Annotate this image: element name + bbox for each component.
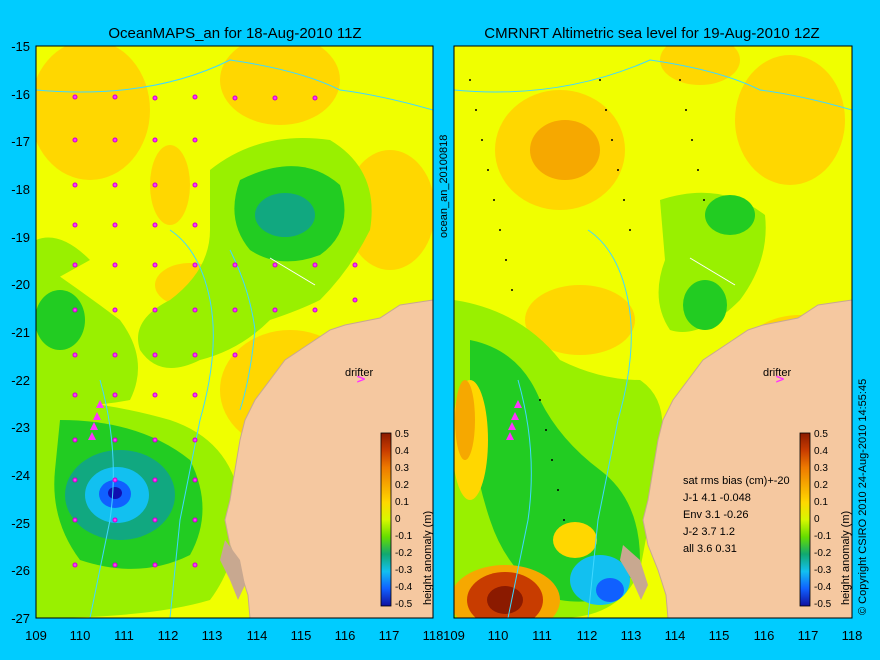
y-tick-9: -24 — [11, 468, 30, 483]
y-tick-4: -19 — [11, 230, 30, 245]
satellite-track-dots — [469, 79, 705, 521]
y-tick-0: -15 — [11, 39, 30, 54]
left-cb-tick-10: -0.5 — [395, 599, 413, 610]
stats-row-2: J-2 3.7 1.2 — [683, 526, 735, 538]
left-cb-tick-9: -0.4 — [395, 582, 413, 593]
right-cb-tick-8: -0.3 — [814, 565, 832, 576]
left-cb-tick-2: 0.3 — [395, 463, 409, 474]
stats-title: sat rms bias (cm)+-20 — [683, 475, 790, 487]
stats-row-0: J-1 4.1 -0.048 — [683, 492, 751, 504]
y-tick-1: -16 — [11, 87, 30, 102]
y-tick-7: -22 — [11, 373, 30, 388]
xr-tick-4: 113 — [621, 628, 642, 643]
left-colorbar-label: height anomaly (m) — [422, 511, 434, 605]
left-panel-title: OceanMAPS_an for 18-Aug-2010 11Z — [108, 25, 361, 42]
xl-tick-8: 117 — [379, 628, 400, 643]
left-cb-tick-4: 0.1 — [395, 497, 409, 508]
xl-tick-4: 113 — [202, 628, 223, 643]
xr-tick-0: 109 — [443, 628, 465, 643]
copyright-text: © Copyright CSIRO 2010 24-Aug-2010 14:55… — [857, 379, 869, 615]
right-cb-tick-10: -0.5 — [814, 599, 832, 610]
y-tick-6: -21 — [11, 325, 30, 340]
right-colorbar — [799, 432, 811, 607]
right-cb-tick-2: 0.3 — [814, 463, 828, 474]
xr-tick-7: 116 — [754, 628, 775, 643]
left-cb-tick-6: -0.1 — [395, 531, 413, 542]
left-colorbar-ticks: 0.5 0.4 0.3 0.2 0.1 0 -0.1 -0.2 -0.3 -0.… — [395, 429, 413, 610]
xr-tick-2: 111 — [532, 628, 552, 643]
right-map — [454, 46, 852, 618]
y-tick-2: -17 — [11, 134, 30, 149]
right-colorbar-ticks: 0.5 0.4 0.3 0.2 0.1 0 -0.1 -0.2 -0.3 -0.… — [814, 429, 832, 610]
left-drifter-arrow: > — [356, 372, 366, 386]
right-cb-tick-3: 0.2 — [814, 480, 828, 491]
left-cb-tick-8: -0.3 — [395, 565, 413, 576]
drifter-markers-right — [506, 400, 522, 440]
left-cb-tick-0: 0.5 — [395, 429, 409, 440]
y-tick-12: -27 — [11, 611, 30, 626]
right-cb-tick-6: -0.1 — [814, 531, 832, 542]
right-cb-tick-0: 0.5 — [814, 429, 828, 440]
y-tick-10: -25 — [11, 516, 30, 531]
xr-tick-1: 110 — [488, 628, 509, 643]
right-x-axis: 109 110 111 112 113 114 115 116 117 118 — [443, 628, 862, 643]
xl-tick-2: 111 — [114, 628, 134, 643]
left-map — [36, 46, 433, 618]
left-y-axis: -15 -16 -17 -18 -19 -20 -21 -22 -23 -24 … — [11, 39, 30, 626]
left-colorbar — [380, 432, 392, 607]
right-drifter-label: drifter — [763, 367, 791, 379]
xr-tick-6: 115 — [709, 628, 730, 643]
right-map-frame — [453, 45, 853, 619]
xl-tick-0: 109 — [25, 628, 47, 643]
left-drifter-label: drifter — [345, 367, 373, 379]
xl-tick-5: 114 — [247, 628, 268, 643]
xr-tick-8: 117 — [798, 628, 819, 643]
left-cb-tick-7: -0.2 — [395, 548, 413, 559]
right-panel-title: CMRNRT Altimetric sea level for 19-Aug-2… — [484, 25, 819, 42]
right-cb-tick-4: 0.1 — [814, 497, 828, 508]
y-tick-11: -26 — [11, 563, 30, 578]
right-cb-tick-1: 0.4 — [814, 446, 828, 457]
y-tick-3: -18 — [11, 182, 30, 197]
xr-tick-5: 114 — [665, 628, 686, 643]
right-cb-tick-7: -0.2 — [814, 548, 832, 559]
left-map-frame — [35, 45, 434, 619]
left-cb-tick-1: 0.4 — [395, 446, 409, 457]
right-colorbar-label: height anomaly (m) — [840, 511, 852, 605]
xl-tick-9: 118 — [423, 628, 444, 643]
stats-row-3: all 3.6 0.31 — [683, 543, 737, 555]
xl-tick-7: 116 — [335, 628, 356, 643]
y-tick-8: -23 — [11, 420, 30, 435]
y-tick-5: -20 — [11, 277, 30, 292]
right-cb-tick-5: 0 — [814, 514, 820, 525]
xr-tick-9: 118 — [842, 628, 863, 643]
xl-tick-1: 110 — [70, 628, 91, 643]
xl-tick-3: 112 — [158, 628, 179, 643]
left-x-axis: 109 110 111 112 113 114 115 116 117 118 — [25, 628, 443, 643]
stats-row-1: Env 3.1 -0.26 — [683, 509, 748, 521]
right-drifter-arrow: > — [775, 372, 785, 386]
xr-tick-3: 112 — [577, 628, 598, 643]
left-side-label: ocean_an_20100818 — [438, 135, 450, 238]
drifter-markers-left — [88, 400, 104, 440]
left-cb-tick-3: 0.2 — [395, 480, 409, 491]
xl-tick-6: 115 — [291, 628, 312, 643]
right-cb-tick-9: -0.4 — [814, 582, 832, 593]
stats-box: sat rms bias (cm)+-20 J-1 4.1 -0.048 Env… — [683, 475, 790, 555]
left-cb-tick-5: 0 — [395, 514, 401, 525]
